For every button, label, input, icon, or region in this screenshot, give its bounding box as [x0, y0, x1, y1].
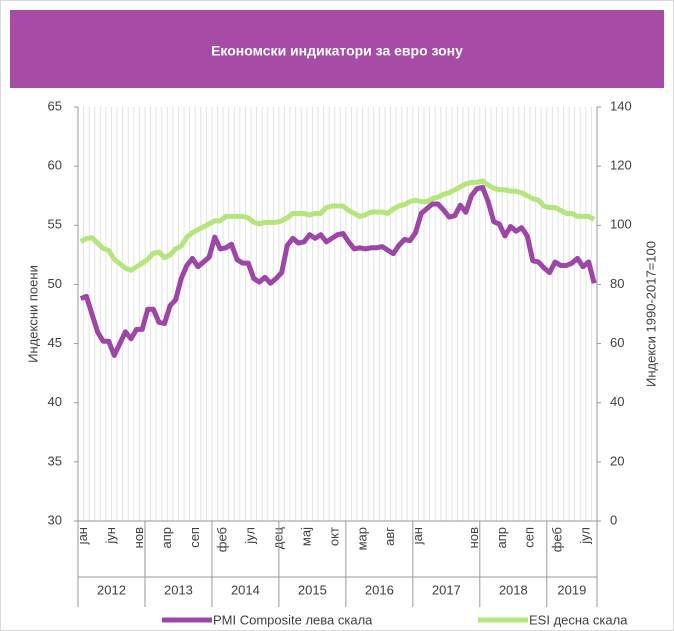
x-tick-label: авг	[382, 527, 397, 546]
series-line	[79, 184, 597, 358]
x-tick-label: дец	[271, 526, 286, 549]
y-tick-label: 65	[48, 98, 62, 113]
x-tick-label: мај	[298, 527, 313, 546]
year-label: 2012	[97, 582, 126, 597]
x-tick-label: апр	[159, 527, 174, 549]
y2-tick-label: 0	[610, 512, 617, 527]
x-tick-label: окт	[326, 527, 341, 546]
year-label: 2017	[432, 582, 461, 597]
y2-tick-label: 20	[610, 453, 624, 468]
year-label: 2016	[365, 582, 394, 597]
x-tick-label: феб	[550, 527, 565, 552]
chart-title: Економски индикатори за евро зону	[211, 43, 463, 59]
y-tick-label: 55	[48, 217, 62, 232]
x-tick-label: јан	[410, 527, 425, 545]
x-tick-label: сеп	[187, 527, 202, 548]
y2-axis-title: Индекси 1990-2017=100	[643, 241, 658, 387]
x-tick-label: јул	[577, 527, 592, 545]
y-tick-label: 40	[48, 394, 62, 409]
legend-label: PMI Composite лева скала	[213, 612, 373, 627]
x-tick-label: сеп	[522, 527, 537, 548]
y-tick-label: 45	[48, 335, 62, 350]
series-line	[79, 178, 596, 273]
year-label: 2014	[231, 582, 260, 597]
y-tick-label: 35	[48, 453, 62, 468]
y2-tick-label: 120	[610, 158, 632, 173]
y2-tick-label: 40	[610, 394, 624, 409]
x-tick-label: феб	[215, 527, 230, 552]
x-tick-label: нов	[466, 527, 481, 548]
title-banner	[10, 10, 664, 88]
x-tick-label: апр	[494, 527, 509, 549]
x-tick-label: јун	[103, 527, 118, 545]
x-tick-label: мар	[354, 527, 369, 550]
y2-tick-label: 100	[610, 217, 632, 232]
legend-label: ESI десна скала	[529, 612, 628, 627]
y2-tick-label: 140	[610, 98, 632, 113]
y2-tick-label: 80	[610, 276, 624, 291]
year-label: 2013	[164, 582, 193, 597]
x-tick-label: нов	[131, 527, 146, 548]
year-label: 2018	[499, 582, 528, 597]
x-tick-label: јан	[75, 527, 90, 545]
y-tick-label: 60	[48, 158, 62, 173]
year-label: 2019	[557, 582, 586, 597]
y-tick-label: 30	[48, 512, 62, 527]
x-tick-label: јул	[243, 527, 258, 545]
y-tick-label: 50	[48, 276, 62, 291]
y2-tick-label: 60	[610, 335, 624, 350]
year-label: 2015	[298, 582, 327, 597]
y-axis-title: Индексни поени	[25, 265, 40, 363]
